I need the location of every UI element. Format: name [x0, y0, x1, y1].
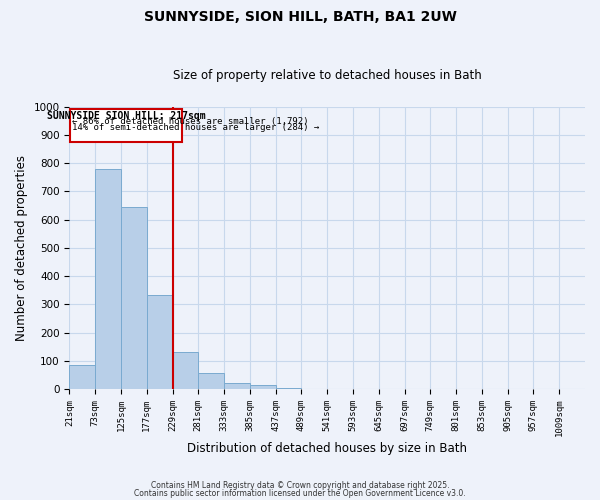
Text: SUNNYSIDE SION HILL: 217sqm: SUNNYSIDE SION HILL: 217sqm: [47, 111, 205, 121]
Bar: [224, 383, 250, 389]
Bar: [121, 207, 147, 389]
Text: Contains public sector information licensed under the Open Government Licence v3: Contains public sector information licen…: [134, 488, 466, 498]
Y-axis label: Number of detached properties: Number of detached properties: [15, 155, 28, 341]
Bar: [275, 388, 301, 389]
Bar: [95, 169, 121, 389]
Text: Contains HM Land Registry data © Crown copyright and database right 2025.: Contains HM Land Registry data © Crown c…: [151, 481, 449, 490]
Bar: [147, 294, 173, 389]
Title: Size of property relative to detached houses in Bath: Size of property relative to detached ho…: [173, 69, 482, 82]
Bar: [250, 385, 275, 389]
Bar: [199, 373, 224, 389]
Bar: [173, 352, 199, 389]
FancyBboxPatch shape: [70, 109, 182, 142]
Text: 14% of semi-detached houses are larger (284) →: 14% of semi-detached houses are larger (…: [72, 123, 319, 132]
Text: ← 86% of detached houses are smaller (1,792): ← 86% of detached houses are smaller (1,…: [72, 117, 308, 126]
Bar: [70, 365, 95, 389]
X-axis label: Distribution of detached houses by size in Bath: Distribution of detached houses by size …: [187, 442, 467, 455]
Text: SUNNYSIDE, SION HILL, BATH, BA1 2UW: SUNNYSIDE, SION HILL, BATH, BA1 2UW: [143, 10, 457, 24]
